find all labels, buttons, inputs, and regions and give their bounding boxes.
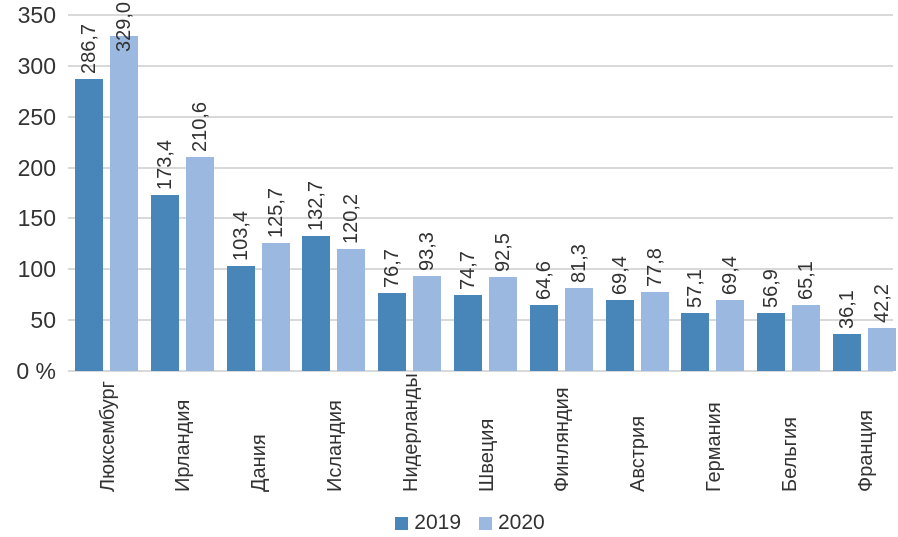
bar-value-label: 74,7: [457, 251, 479, 291]
bar-value-label: 103,4: [229, 210, 252, 261]
bar-value-label: 64,6: [532, 261, 555, 301]
y-axis-tick-label: 200: [17, 154, 56, 181]
bar-value-label: 81,3: [567, 244, 590, 284]
legend-entry-2019: 2019: [395, 512, 461, 534]
x-axis-category-label: Ирландия: [172, 399, 195, 492]
bar-value-label: 77,8: [643, 247, 666, 287]
bar-value-label: 210,6: [188, 101, 211, 152]
x-axis-category-label: Австрия: [627, 415, 650, 492]
y-gridline: [68, 64, 893, 67]
legend: 2019 2020: [40, 512, 898, 534]
x-axis-category-label: Исландия: [323, 400, 346, 492]
bar-value-label: 36,1: [836, 290, 858, 330]
y-gridline: [68, 115, 893, 118]
bar-value-label: 329,0: [113, 1, 135, 52]
y-axis-tick-label: 350: [17, 2, 56, 28]
bar-value-label: 125,7: [264, 188, 287, 239]
x-axis-category-label: Люксембург: [96, 381, 119, 492]
x-axis-category-label: Франция: [854, 410, 877, 492]
x-axis-category-label: Швеция: [475, 418, 498, 492]
legend-swatch-2020: [479, 516, 492, 530]
bar-2020-Дания: [261, 243, 290, 371]
x-axis-category-label: Финляндия: [551, 387, 574, 492]
bar-2019-Франция: [833, 334, 861, 371]
bar-value-label: 92,5: [492, 232, 514, 272]
legend-swatch-2019: [395, 516, 409, 530]
bar-value-label: 120,2: [340, 193, 363, 244]
bar-2020-Швеция: [489, 276, 517, 371]
bar-value-label: 93,3: [416, 232, 439, 272]
bar-value-label: 42,2: [871, 284, 893, 324]
x-axis-category-label: Бельгия: [778, 417, 801, 492]
legend-label-2019: 2019: [414, 511, 461, 534]
bar-2019-Швеция: [454, 295, 482, 371]
y-gridline: [68, 166, 893, 169]
bar-value-label: 69,4: [608, 256, 631, 296]
bar-2019-Германия: [681, 312, 710, 371]
bar-2019-Нидерланды: [378, 292, 407, 371]
bar-2020-Люксембург: [110, 36, 138, 371]
bar-2019-Бельгия: [757, 313, 786, 371]
x-axis-line: [68, 370, 893, 372]
bar-value-label: 65,1: [795, 260, 818, 300]
y-axis-tick-label: 50: [30, 307, 56, 334]
x-axis-category-label: Германия: [702, 402, 725, 492]
bar-2020-Исландия: [337, 248, 366, 371]
bar-2020-Бельгия: [792, 304, 821, 371]
bar-value-label: 286,7: [78, 24, 100, 75]
bar-2020-Франция: [868, 328, 896, 371]
y-axis-tick-label: 100: [17, 256, 56, 283]
bar-2020-Австрия: [640, 291, 669, 371]
y-axis-tick-label: 0 %: [16, 358, 56, 384]
bar-2019-Австрия: [605, 300, 634, 371]
y-axis-tick-label: 250: [17, 103, 56, 130]
legend-label-2020: 2020: [498, 511, 545, 534]
x-axis-category-label: Нидерланды: [399, 373, 422, 492]
bar-value-label: 56,9: [760, 269, 783, 309]
y-axis-tick-label: 150: [17, 205, 56, 232]
bar-2019-Люксембург: [75, 79, 103, 371]
legend-entry-2020: 2020: [479, 512, 545, 534]
bar-value-label: 132,7: [305, 180, 328, 232]
bar-2020-Финляндия: [564, 288, 593, 371]
y-axis-tick-label: 300: [17, 52, 56, 79]
y-gridline: [68, 268, 893, 271]
bar-value-label: 173,4: [153, 139, 176, 190]
bar-value-label: 57,1: [684, 268, 707, 308]
y-gridline: [68, 217, 893, 220]
x-axis-category-label: Дания: [248, 434, 271, 492]
bar-2020-Ирландия: [185, 156, 214, 371]
bar-2019-Исландия: [302, 236, 331, 371]
bar-2020-Нидерланды: [413, 276, 442, 371]
y-gridline: [68, 14, 893, 16]
bar-2020-Германия: [716, 300, 745, 371]
bar-value-label: 76,7: [381, 249, 404, 288]
bar-2019-Финляндия: [529, 305, 558, 371]
bar-2019-Ирландия: [150, 194, 179, 371]
bar-value-label: 69,4: [719, 256, 742, 296]
bar-2019-Дания: [226, 265, 255, 371]
